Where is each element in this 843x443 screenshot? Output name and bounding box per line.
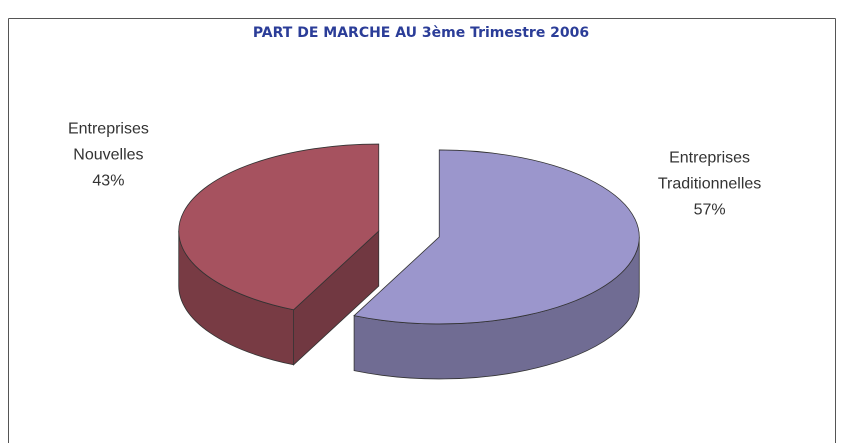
chart-border [8,18,836,443]
slice-label: Entreprises Nouvelles [68,120,149,163]
value-label: 57% [694,202,726,219]
slice [178,143,380,366]
value-label: 43% [92,172,124,189]
slice [178,143,380,311]
chart-title: PART DE MARCHE AU 3ème Trimestre 2006 [253,25,589,41]
slice [353,149,640,325]
slice-label: Entreprises Traditionnelles [658,150,761,193]
slice [353,149,640,380]
